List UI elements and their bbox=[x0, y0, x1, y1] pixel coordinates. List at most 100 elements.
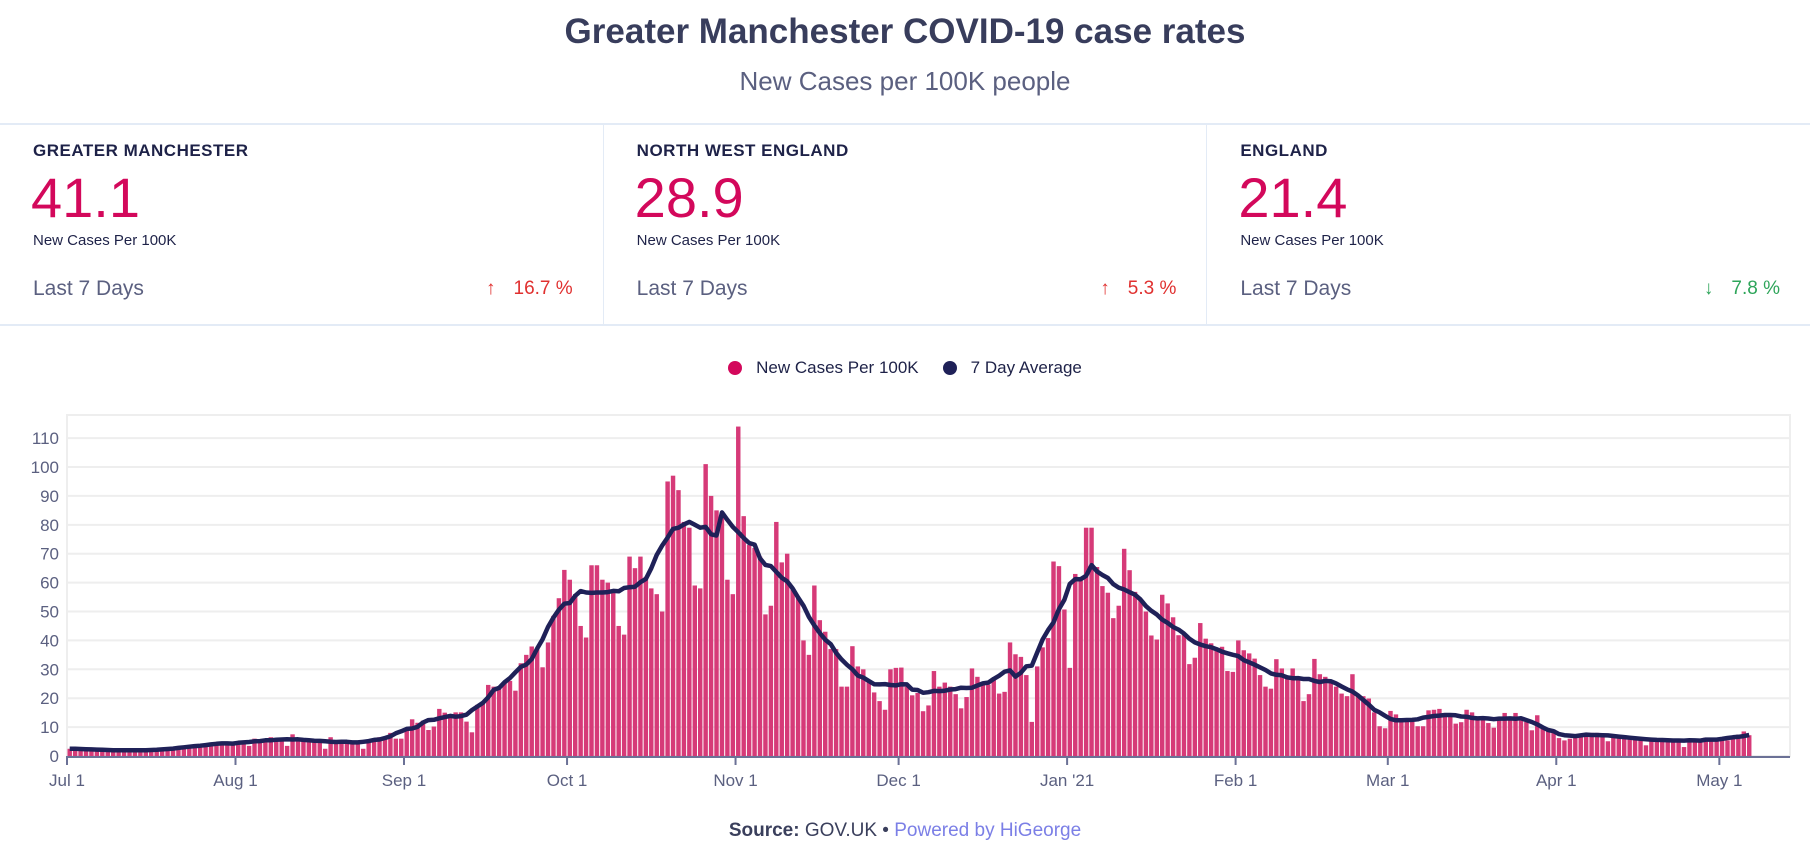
bar bbox=[1486, 723, 1491, 756]
bar bbox=[486, 684, 491, 756]
bar bbox=[540, 667, 545, 756]
bar bbox=[1578, 733, 1583, 756]
bar bbox=[1692, 738, 1698, 756]
bar bbox=[1573, 735, 1578, 756]
bar bbox=[1034, 666, 1040, 756]
y-tick-label: 30 bbox=[40, 660, 59, 679]
bar bbox=[1241, 650, 1246, 756]
bar bbox=[1535, 715, 1540, 756]
bar bbox=[589, 565, 594, 756]
bar bbox=[263, 740, 268, 756]
card-unit: New Cases Per 100K bbox=[1240, 232, 1384, 249]
bar bbox=[670, 475, 676, 756]
bar bbox=[632, 568, 638, 756]
bar bbox=[817, 620, 823, 756]
bar bbox=[1236, 640, 1241, 756]
bar bbox=[1344, 696, 1350, 756]
bar bbox=[1208, 643, 1214, 756]
bar bbox=[1714, 740, 1719, 756]
source-label: Source: bbox=[728, 820, 800, 841]
card-value: 28.9 bbox=[634, 166, 744, 229]
bar bbox=[692, 585, 697, 756]
bar bbox=[1703, 737, 1708, 756]
card-change: ↑ 5.3 % bbox=[1100, 278, 1176, 300]
bar bbox=[649, 588, 654, 756]
bar bbox=[1448, 715, 1453, 756]
bar bbox=[1399, 720, 1404, 756]
bar bbox=[1622, 735, 1627, 756]
bar bbox=[301, 738, 306, 756]
bar bbox=[703, 464, 708, 756]
bar bbox=[1268, 688, 1274, 756]
summary-cards: GREATER MANCHESTER 41.1 New Cases Per 10… bbox=[0, 123, 1810, 326]
card-label: ENGLAND bbox=[1240, 141, 1328, 160]
bar bbox=[948, 686, 953, 756]
powered-by-link[interactable]: Powered by HiGeorge bbox=[894, 820, 1082, 841]
bar bbox=[866, 680, 871, 756]
chart-legend: New Cases Per 100K 7 Day Average bbox=[0, 358, 1810, 378]
bar bbox=[1600, 735, 1605, 756]
bar bbox=[937, 686, 942, 756]
bar bbox=[480, 702, 486, 756]
bar bbox=[382, 737, 388, 756]
legend-item-7-day-average[interactable]: 7 Day Average bbox=[942, 358, 1082, 378]
bar bbox=[909, 695, 915, 756]
bar bbox=[290, 734, 295, 756]
bar bbox=[1371, 712, 1377, 756]
bar bbox=[801, 640, 806, 756]
bar bbox=[1138, 599, 1143, 756]
bar bbox=[1312, 658, 1317, 756]
change-value: 16.7 % bbox=[513, 278, 573, 299]
bar bbox=[388, 732, 393, 756]
bar bbox=[252, 738, 257, 756]
bar bbox=[138, 750, 143, 756]
bar bbox=[1469, 712, 1475, 756]
bar bbox=[1024, 675, 1029, 756]
bar bbox=[366, 741, 371, 756]
bar bbox=[361, 748, 366, 756]
bar bbox=[1062, 609, 1067, 756]
bar bbox=[996, 693, 1002, 756]
bar bbox=[534, 649, 540, 756]
bar bbox=[1388, 710, 1393, 756]
bar bbox=[1073, 573, 1078, 756]
card-unit: New Cases Per 100K bbox=[636, 232, 781, 249]
bar bbox=[942, 682, 948, 756]
bar bbox=[284, 745, 290, 756]
x-tick-label: Dec 1 bbox=[876, 771, 920, 790]
bar bbox=[317, 742, 322, 756]
bar bbox=[1507, 716, 1513, 756]
bar bbox=[1660, 738, 1665, 756]
bar bbox=[1730, 738, 1736, 756]
bar bbox=[1306, 694, 1312, 756]
bar bbox=[1252, 658, 1257, 756]
bar bbox=[1350, 674, 1355, 756]
bar bbox=[143, 750, 149, 756]
bar bbox=[931, 671, 937, 756]
bar bbox=[279, 738, 284, 756]
bar bbox=[687, 527, 692, 756]
bar bbox=[529, 646, 534, 756]
bar bbox=[295, 738, 301, 756]
bar bbox=[1029, 721, 1034, 756]
legend-item-new-cases[interactable]: New Cases Per 100K bbox=[728, 358, 919, 378]
bar bbox=[105, 750, 110, 756]
bar bbox=[1192, 657, 1198, 756]
bar bbox=[795, 597, 801, 756]
bar bbox=[1339, 693, 1344, 756]
bar bbox=[1736, 734, 1741, 756]
bar bbox=[1067, 667, 1073, 756]
bar bbox=[1632, 737, 1638, 756]
bar bbox=[1676, 739, 1681, 756]
bar bbox=[1518, 716, 1524, 756]
bar bbox=[426, 729, 431, 756]
bar bbox=[980, 684, 986, 756]
bar bbox=[1154, 639, 1160, 756]
x-tick-label: Nov 1 bbox=[713, 771, 757, 790]
bar bbox=[746, 545, 752, 756]
bar bbox=[621, 634, 627, 756]
bar bbox=[1214, 649, 1219, 756]
bar bbox=[415, 722, 420, 756]
bar bbox=[67, 748, 72, 756]
bar bbox=[1051, 561, 1056, 756]
